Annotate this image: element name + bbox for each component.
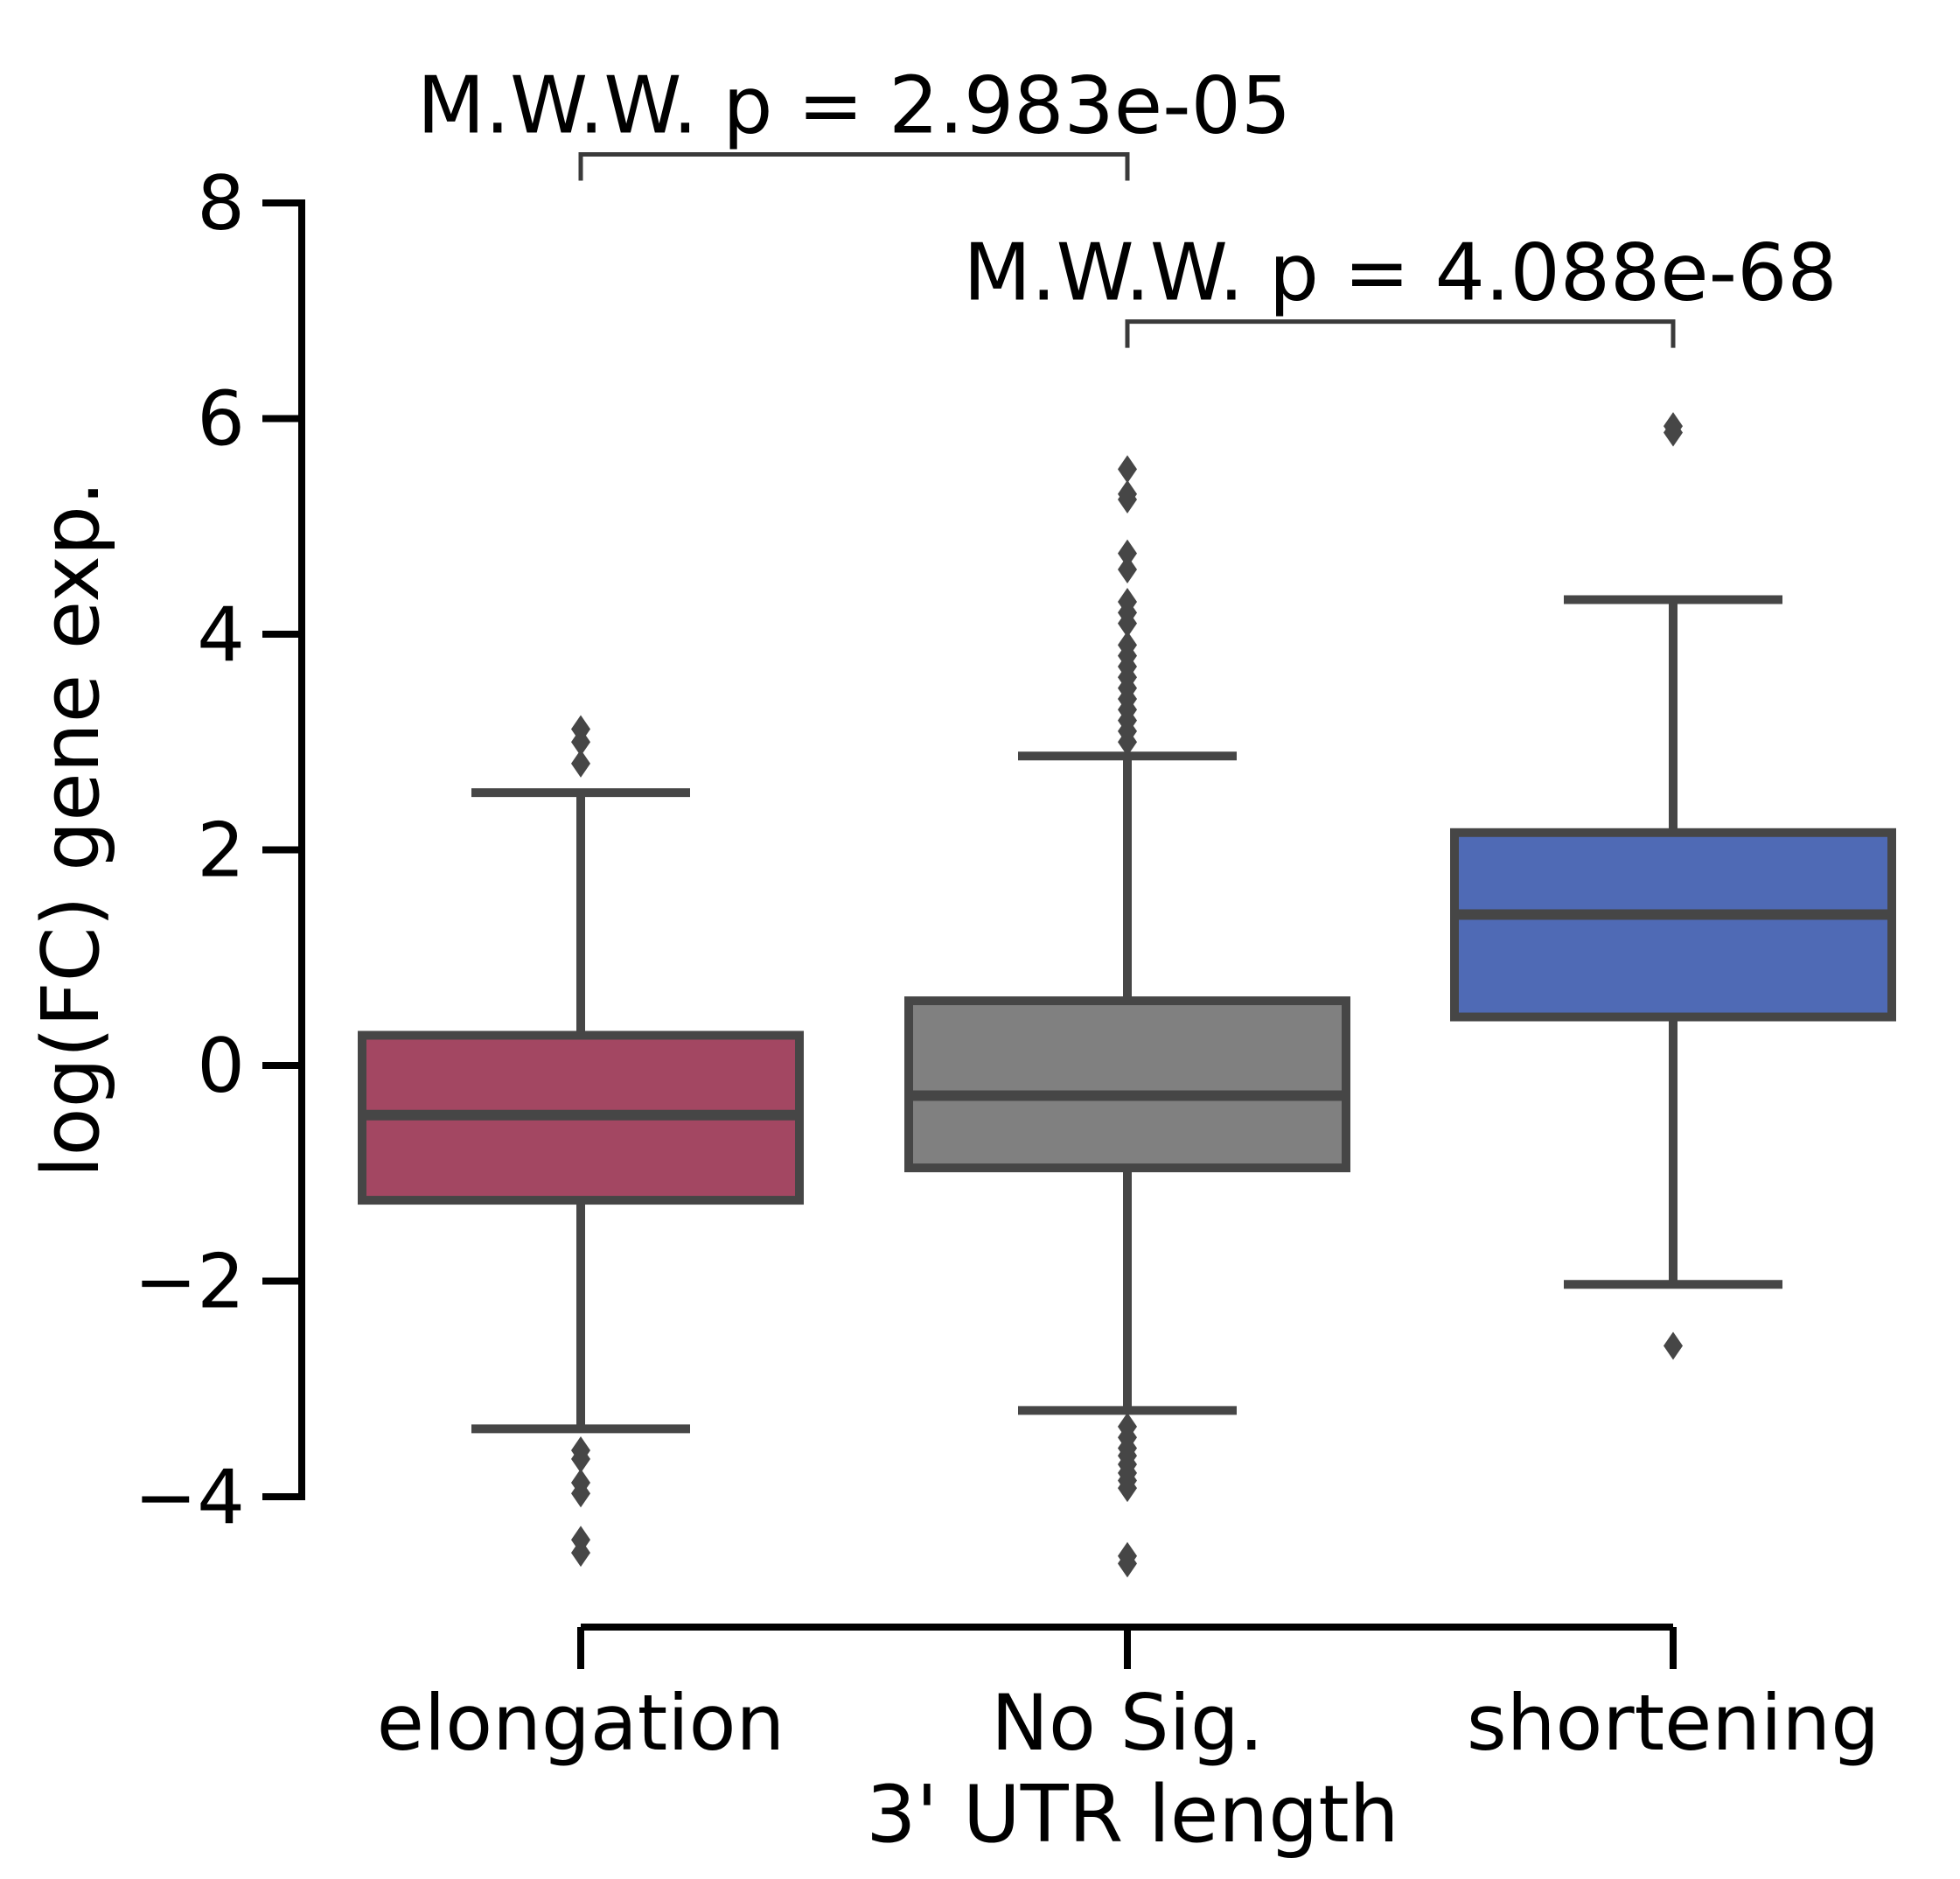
- outlier-point: [1118, 609, 1137, 638]
- outlier-point: [571, 749, 590, 778]
- box-group: [904, 455, 1350, 1578]
- significance-label: M.W.W. p = 2.983e-05: [417, 60, 1291, 152]
- outlier-point: [1118, 1549, 1137, 1578]
- y-axis-label: log(FC) gene exp.: [25, 481, 117, 1178]
- outlier-point: [1118, 455, 1137, 484]
- x-tick-label: No Sig.: [991, 1678, 1264, 1768]
- x-tick-label: shortening: [1467, 1678, 1880, 1768]
- outlier-point: [571, 728, 590, 757]
- outlier-point: [1118, 485, 1137, 513]
- outlier-point: [571, 1479, 590, 1508]
- outlier-point: [571, 1539, 590, 1568]
- significance-annotations: M.W.W. p = 2.983e-05 M.W.W. p = 4.088e-68: [417, 60, 1838, 348]
- box-iqr: [904, 996, 1350, 1173]
- outlier-point: [1118, 1474, 1137, 1503]
- outlier-point: [1118, 728, 1137, 757]
- x-tick-label: elongation: [377, 1678, 785, 1768]
- y-axis: −4 −2 0 2 4 6 8: [134, 160, 305, 1541]
- x-axis-label: 3' UTR length: [866, 1769, 1399, 1861]
- y-tick-label: 2: [197, 807, 245, 895]
- y-tick-label: 6: [197, 376, 245, 464]
- box-group: [358, 715, 804, 1568]
- box-series: [358, 412, 1896, 1578]
- outlier-point: [1664, 418, 1683, 447]
- x-axis: elongation No Sig. shortening: [377, 1624, 1880, 1768]
- significance-bracket: [578, 152, 1130, 181]
- outlier-point: [1664, 1331, 1683, 1360]
- y-tick-label: 8: [197, 160, 245, 248]
- y-tick-label: −4: [134, 1454, 245, 1541]
- outlier-point: [1118, 555, 1137, 584]
- outlier-point: [571, 1444, 590, 1473]
- box-iqr: [1450, 828, 1896, 1022]
- significance-bracket: [1125, 319, 1676, 348]
- y-tick-label: 4: [197, 591, 245, 679]
- significance-label: M.W.W. p = 4.088e-68: [963, 227, 1837, 319]
- outlier-point: [1118, 539, 1137, 568]
- y-tick-label: −2: [134, 1239, 245, 1326]
- box-group: [1450, 412, 1896, 1360]
- y-tick-label: 0: [197, 1023, 245, 1110]
